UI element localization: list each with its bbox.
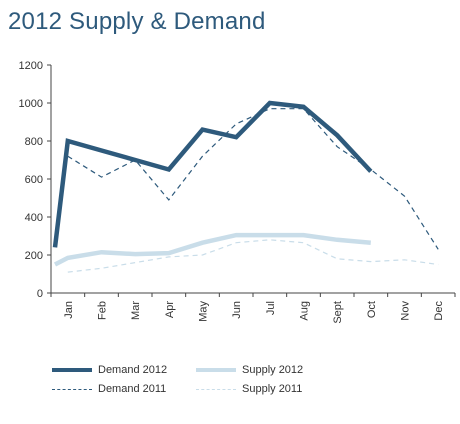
y-tick-label: 200 [25, 250, 43, 262]
legend-demand-2012: Demand 2012 [52, 364, 167, 376]
x-tick-label: Aug [299, 301, 311, 321]
legend-swatch-demand-2012 [52, 368, 92, 372]
y-tick-label: 1200 [19, 60, 43, 72]
x-tick-label: Sept [332, 301, 344, 324]
y-axis-tick-labels: 0 200 400 600 800 1000 1200 [19, 60, 43, 300]
legend-swatch-demand-2011 [52, 388, 92, 390]
legend-swatch-supply-2011 [196, 388, 236, 390]
legend-label-demand-2011: Demand 2011 [98, 383, 167, 395]
legend-supply-2011: Supply 2011 [196, 383, 302, 395]
y-tick-label: 600 [25, 174, 43, 186]
x-tick-label: May [198, 301, 210, 322]
y-tick-label: 0 [37, 288, 43, 300]
chart-title: 2012 Supply & Demand [8, 8, 266, 35]
x-tick-label: Jul [265, 301, 277, 315]
chart-series [52, 100, 439, 273]
x-tick-label: Feb [97, 301, 109, 320]
x-tick-label: Jun [231, 301, 243, 319]
legend-label-supply-2012: Supply 2012 [242, 364, 304, 376]
x-tick-label: Dec [433, 301, 445, 321]
y-tick-label: 1000 [19, 98, 43, 110]
legend-supply-2012: Supply 2012 [196, 364, 303, 376]
chart-axes [47, 64, 456, 297]
series-line-demand-2012 [52, 100, 373, 248]
series-line-demand-2011 [67, 108, 439, 250]
x-tick-label: Mar [130, 301, 142, 320]
y-tick-label: 400 [25, 212, 43, 224]
series-line-supply-2011 [67, 239, 439, 273]
series-line-supply-2012 [53, 232, 371, 267]
x-axis-tick-labels: Jan Feb Mar Apr May Jun Jul Aug Sept Oct Nov Dec [63, 301, 445, 324]
legend-demand-2011: Demand 2011 [52, 383, 166, 395]
legend-swatch-supply-2012 [196, 368, 236, 372]
y-tick-label: 800 [25, 136, 43, 148]
legend-label-demand-2012: Demand 2012 [98, 364, 168, 376]
x-tick-label: Nov [400, 301, 412, 321]
legend-label-supply-2011: Supply 2011 [242, 383, 303, 395]
x-tick-label: Apr [164, 301, 176, 318]
x-tick-label: Jan [63, 301, 75, 319]
x-tick-label: Oct [366, 301, 378, 318]
